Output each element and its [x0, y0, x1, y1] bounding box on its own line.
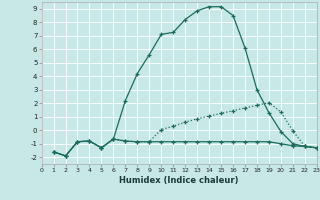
X-axis label: Humidex (Indice chaleur): Humidex (Indice chaleur) [119, 176, 239, 185]
